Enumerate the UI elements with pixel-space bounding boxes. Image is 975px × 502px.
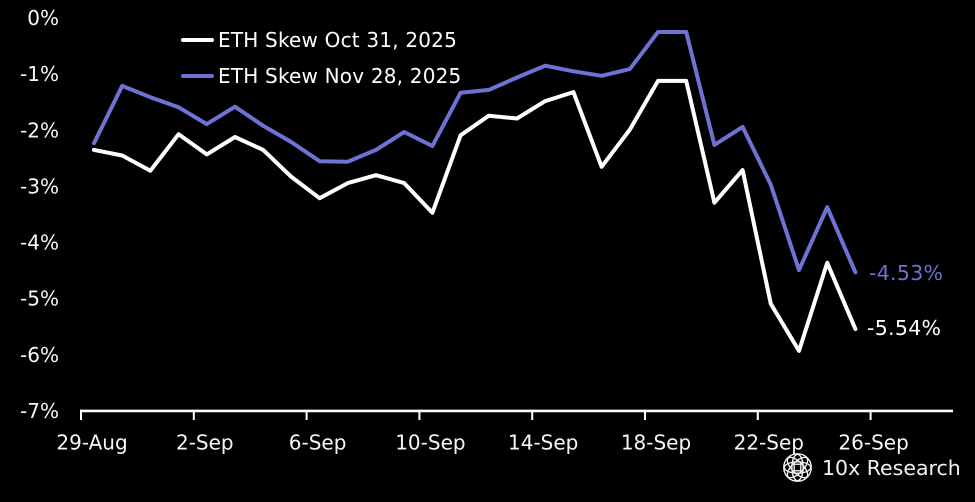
x-axis-label: 18-Sep — [621, 430, 691, 454]
lattice-globe-icon — [783, 453, 812, 482]
x-axis-label: 2-Sep — [176, 430, 234, 454]
legend-label-oct31: ETH Skew Oct 31, 2025 — [218, 28, 458, 52]
x-axis-label: 14-Sep — [508, 430, 578, 454]
y-axis-label: -1% — [20, 62, 59, 86]
series-end-value-oct31: -5.54% — [867, 316, 942, 340]
y-axis-label: -4% — [20, 231, 59, 255]
series-end-value-nov28: -4.53% — [869, 261, 944, 285]
series-line-nov28 — [92, 30, 858, 275]
y-axis-label: -5% — [20, 287, 59, 311]
x-axis-label: 22-Sep — [734, 430, 804, 454]
x-axis-label: 10-Sep — [395, 430, 465, 454]
x-axis-label: 6-Sep — [289, 430, 347, 454]
legend-line-sample-oct31 — [181, 37, 214, 43]
y-axis-label: -3% — [20, 174, 59, 198]
brand-logo: 10x Research — [782, 452, 961, 483]
legend-line-sample-nov28 — [181, 73, 214, 79]
x-axis-label: 26-Sep — [838, 430, 908, 454]
legend-item-nov28: ETH Skew Nov 28, 2025 — [181, 64, 462, 88]
y-axis-label: 0% — [27, 6, 59, 30]
y-axis-label: -7% — [20, 399, 59, 423]
y-axis-label: -6% — [20, 343, 59, 367]
legend-label-nov28: ETH Skew Nov 28, 2025 — [218, 64, 462, 88]
chart-legend: ETH Skew Oct 31, 2025 ETH Skew Nov 28, 2… — [181, 28, 462, 88]
brand-text: 10x Research — [822, 455, 961, 480]
series-line-oct31 — [92, 78, 858, 353]
x-axis-label: 29-Aug — [56, 430, 127, 454]
legend-item-oct31: ETH Skew Oct 31, 2025 — [181, 28, 462, 52]
y-axis-label: -2% — [20, 118, 59, 142]
